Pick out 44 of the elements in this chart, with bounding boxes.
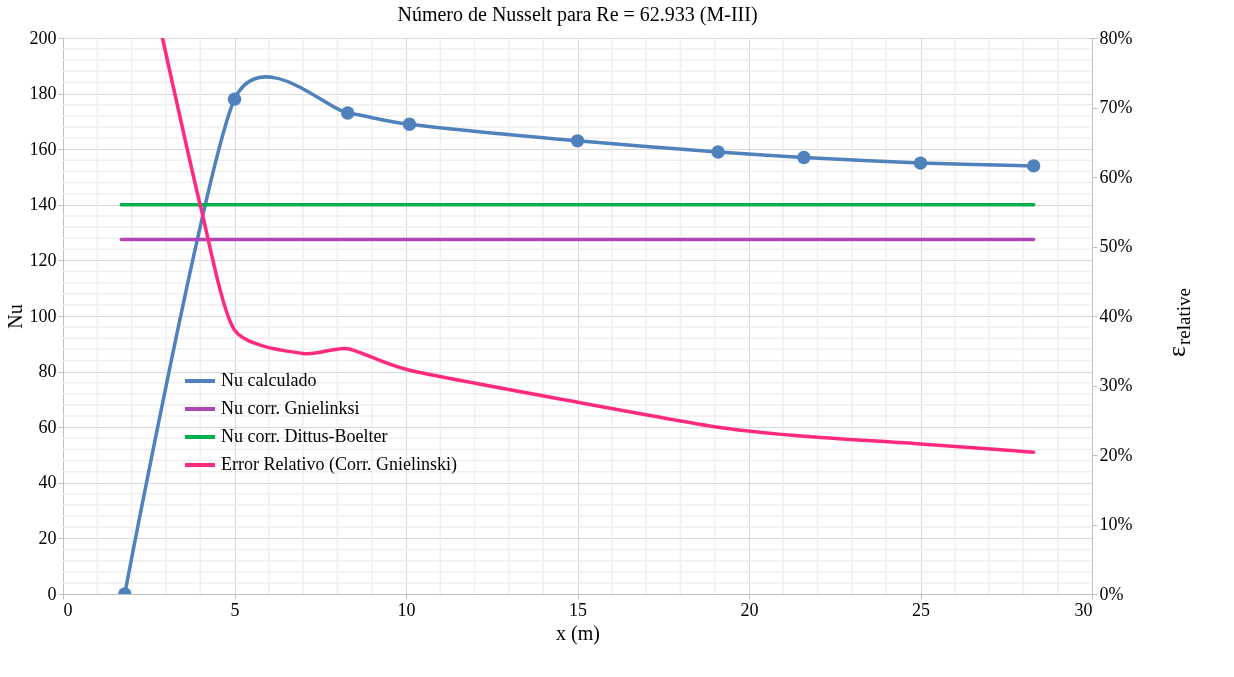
y-tick-label: 20	[38, 527, 57, 548]
point	[797, 150, 811, 165]
y2-tick-label: 10%	[1099, 514, 1133, 534]
x-tick-label: 5	[230, 599, 240, 620]
y2-tick-label: 60%	[1099, 166, 1133, 187]
point	[227, 92, 242, 106]
y2-tick-label: 20%	[1099, 444, 1133, 465]
legend-label: Nu calculado	[221, 370, 317, 390]
x-tick-label: 10	[397, 599, 416, 620]
point	[402, 117, 417, 131]
y2-tick-label: 0%	[1099, 583, 1124, 604]
y-tick-label: 100	[29, 305, 57, 326]
point	[570, 134, 585, 148]
x-tick-label: 0	[63, 599, 73, 620]
x-tick-label: 25	[912, 599, 930, 620]
legend-label: Error Relativo (Corr. Gnielinski)	[221, 454, 457, 475]
point	[340, 106, 355, 120]
y2-tick-label: 40%	[1099, 305, 1133, 326]
y-tick-label: 60	[38, 416, 57, 437]
y2-tick-label: 50%	[1099, 236, 1133, 256]
x-tick-label: 30	[1074, 599, 1093, 620]
y-tick-label: 120	[29, 249, 57, 270]
y2-tick-label: 70%	[1099, 97, 1133, 117]
x-tick-label: 15	[569, 599, 587, 620]
y2-tick-label: 30%	[1099, 375, 1133, 395]
y-tick-label: 0	[47, 583, 57, 604]
point	[711, 145, 725, 159]
legend-label: Nu corr. Dittus-Boelter	[221, 426, 388, 446]
y-axis-title: Nu	[3, 304, 26, 329]
legend-label: Nu corr. Gnielinksi	[221, 398, 360, 418]
y-tick-label: 160	[29, 138, 57, 159]
x-tick-label: 20	[740, 599, 759, 620]
y2-axis-title: εrelative	[1162, 288, 1194, 357]
y-tick-label: 80	[38, 361, 57, 382]
y2-tick-label: 80%	[1099, 27, 1133, 48]
y-tick-label: 180	[29, 83, 57, 104]
point	[913, 156, 928, 170]
y-tick-label: 140	[29, 194, 57, 215]
chart-title: Número de Nusselt para Re = 62.933 (M-III)	[397, 3, 758, 26]
x-axis-title: x (m)	[556, 621, 600, 645]
y-tick-label: 200	[29, 27, 57, 48]
y-tick-label: 40	[38, 472, 57, 493]
line-series	[160, 38, 1036, 454]
point	[1026, 159, 1041, 173]
